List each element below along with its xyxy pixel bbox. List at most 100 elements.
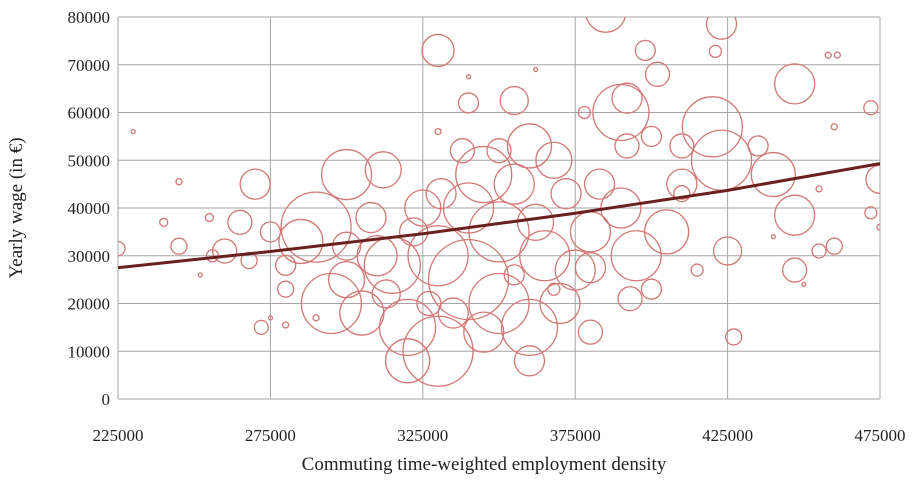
bubble — [611, 82, 643, 114]
bubble — [519, 230, 571, 282]
bubble — [535, 141, 573, 179]
y-tick-label: 50000 — [68, 151, 111, 170]
bubble — [300, 272, 363, 335]
bubble — [280, 191, 352, 263]
bubble — [449, 138, 476, 164]
bubble — [550, 178, 582, 210]
bubble — [577, 319, 604, 345]
bubble — [421, 33, 455, 68]
bubble — [864, 206, 878, 220]
bubble — [378, 298, 437, 357]
bubble — [863, 100, 879, 116]
bubble — [669, 133, 695, 159]
y-tick-label: 60000 — [68, 104, 111, 123]
y-tick-label: 10000 — [68, 342, 111, 361]
bubble — [118, 240, 126, 257]
bubble — [212, 238, 238, 264]
bubble — [830, 123, 838, 131]
bubble — [437, 297, 469, 329]
bubble — [774, 63, 816, 105]
bubble — [204, 212, 215, 223]
bubble — [513, 345, 546, 377]
bubble — [404, 189, 442, 227]
bubble — [811, 243, 827, 259]
bubble — [170, 237, 188, 255]
x-tick-label: 275000 — [245, 426, 296, 445]
y-tick-label: 0 — [102, 390, 111, 409]
bubble — [574, 252, 607, 284]
bubble — [750, 151, 796, 198]
x-tick-label: 325000 — [397, 426, 448, 445]
bubble — [774, 194, 816, 236]
bubble — [434, 127, 442, 136]
bubble — [770, 233, 776, 240]
bubble — [267, 315, 274, 321]
bubble — [833, 51, 841, 59]
bubble — [640, 278, 663, 300]
bubble — [259, 221, 282, 243]
bubble — [782, 257, 808, 283]
bubble — [312, 314, 320, 322]
bubble — [673, 185, 691, 203]
bubble — [468, 272, 530, 335]
bubble — [569, 211, 612, 253]
bubble — [463, 311, 505, 353]
bubble — [516, 203, 555, 241]
bubble — [227, 209, 253, 235]
bubble — [640, 125, 663, 148]
bubble — [643, 209, 690, 255]
y-tick-label: 70000 — [68, 56, 111, 75]
bubble — [644, 61, 671, 87]
bubble — [690, 263, 704, 277]
bubble — [274, 254, 297, 276]
bubble — [705, 17, 738, 40]
bubble — [577, 105, 591, 120]
bubble — [320, 148, 373, 201]
bubble — [681, 96, 744, 158]
bubble — [634, 39, 656, 62]
bubble — [825, 237, 843, 255]
x-tick-label: 475000 — [855, 426, 906, 445]
bubble — [725, 328, 743, 346]
bubble — [416, 290, 442, 317]
bubble — [865, 164, 880, 194]
bubble — [583, 168, 616, 200]
bubble — [159, 217, 169, 227]
bubble — [801, 281, 807, 288]
y-axis-title: Yearly wage (in €) — [6, 137, 27, 278]
bubble — [486, 138, 512, 164]
bubble — [197, 272, 203, 278]
bubble — [585, 17, 626, 33]
bubble — [499, 85, 529, 116]
bubble — [276, 280, 295, 298]
y-tick-label: 30000 — [68, 247, 111, 266]
bubble — [547, 282, 561, 296]
bubble — [371, 279, 401, 309]
bubble — [500, 298, 559, 357]
bubble — [617, 286, 643, 312]
bubble — [399, 217, 429, 247]
bubble — [503, 264, 525, 286]
bubble — [457, 92, 480, 114]
x-tick-label: 425000 — [702, 426, 753, 445]
bubble — [465, 74, 472, 80]
y-tick-label: 80000 — [68, 8, 111, 27]
y-tick-label: 40000 — [68, 199, 111, 218]
bubble — [876, 223, 880, 231]
trend-line — [118, 162, 880, 270]
bubble — [331, 231, 362, 261]
bubble — [425, 178, 457, 210]
bubble — [339, 290, 385, 336]
bubble — [708, 44, 723, 59]
bubble — [666, 168, 698, 200]
bubble — [554, 249, 596, 291]
bubble — [747, 135, 769, 157]
bubble — [384, 338, 431, 384]
bubble — [278, 218, 324, 265]
bubble — [815, 185, 823, 193]
bubble — [468, 201, 530, 263]
bubble — [130, 128, 136, 135]
x-axis-title: Commuting time-weighted employment densi… — [302, 454, 667, 475]
bubble — [614, 133, 640, 159]
